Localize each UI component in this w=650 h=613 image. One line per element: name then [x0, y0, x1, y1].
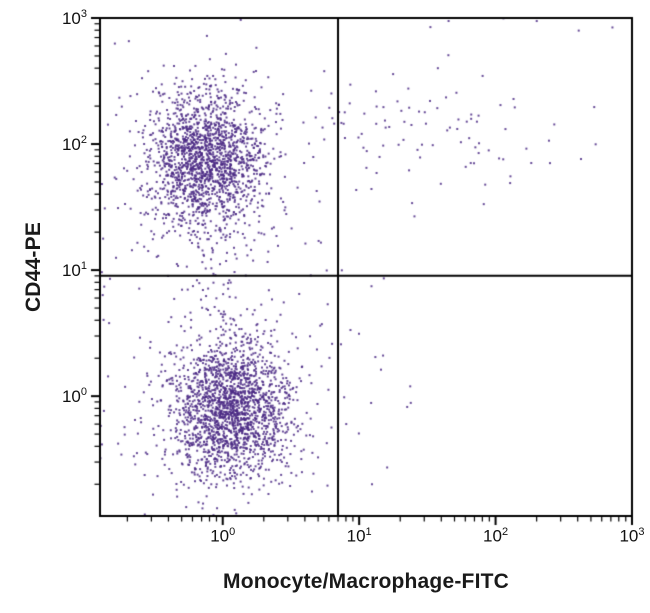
x-axis-title: Monocyte/Macrophage-FITC — [223, 570, 509, 593]
y-axis-title: CD44-PE — [22, 221, 45, 313]
x-tick-label: 100 — [210, 526, 236, 546]
x-tick-label: 101 — [346, 526, 372, 546]
x-tick-label: 103 — [619, 526, 645, 546]
x-tick-label: 102 — [483, 526, 509, 546]
y-tick-label: 101 — [61, 260, 87, 280]
y-tick-label: 102 — [61, 134, 87, 154]
y-tick-label: 100 — [61, 386, 87, 406]
y-tick-label: 103 — [61, 8, 87, 28]
